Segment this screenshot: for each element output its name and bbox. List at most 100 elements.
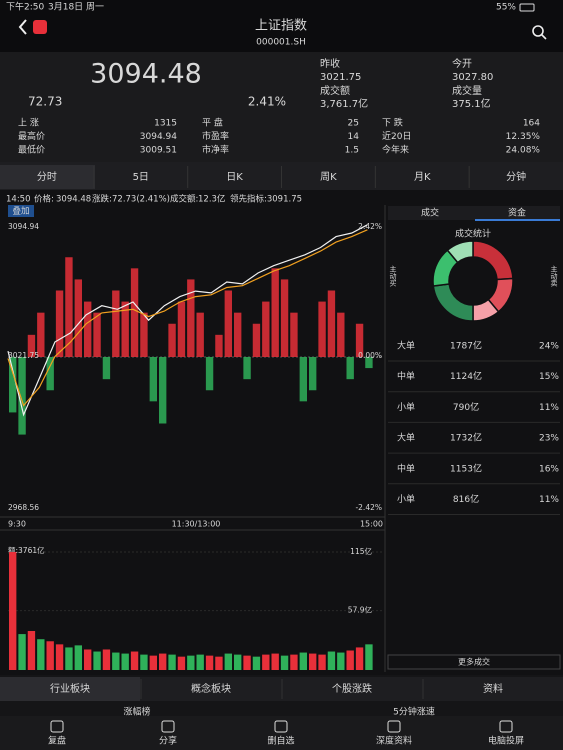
status-time: 下午2:50 <box>6 1 44 13</box>
side-tab[interactable]: 成交 <box>421 207 439 219</box>
active-bottom-tab[interactable] <box>0 677 140 701</box>
toolbar-icon[interactable] <box>499 720 513 733</box>
chart-area <box>0 190 563 675</box>
toolbar <box>0 716 563 750</box>
toolbar-icon[interactable] <box>50 720 64 733</box>
flow-bar <box>252 323 261 357</box>
status-date: 3月18日 周一 <box>48 2 104 13</box>
volume-bar <box>234 654 242 670</box>
flow-bar <box>318 301 326 357</box>
toolbar-icon[interactable] <box>387 720 401 733</box>
order-size: 中单 <box>397 370 415 382</box>
flow-bar <box>290 312 298 357</box>
toolbar-icon[interactable] <box>274 720 288 733</box>
bottom-tab[interactable]: 个股涨跌 <box>332 682 372 695</box>
period-tab[interactable]: 月K <box>414 171 431 183</box>
volume-bar <box>9 552 17 670</box>
flow-bar <box>299 357 307 402</box>
flow-bar <box>243 357 251 380</box>
period-tab[interactable]: 日K <box>226 172 243 183</box>
battery-icon <box>519 3 535 12</box>
stat-value: 3009.51 <box>140 146 177 156</box>
flow-bar <box>112 290 120 357</box>
field-value: 3021.75 <box>320 72 361 83</box>
period-tab[interactable]: 分钟 <box>506 170 526 183</box>
period-tab[interactable]: 分时 <box>37 171 57 183</box>
toolbar-icon[interactable] <box>161 720 175 733</box>
flow-bar <box>355 323 364 357</box>
quote-panel <box>0 52 563 162</box>
bottom-tab[interactable]: 概念板块 <box>191 682 231 695</box>
volume-bar <box>65 647 73 670</box>
info-leading: 领先指标:3091.75 <box>230 194 302 205</box>
volume-bar <box>84 649 92 670</box>
active-tab[interactable] <box>0 165 95 189</box>
flow-bar <box>27 334 36 357</box>
flow-bar <box>168 323 176 357</box>
stat-label: 最低价 <box>18 144 45 156</box>
stat-value: 3094.94 <box>140 132 177 142</box>
stat-label: 市盈率 <box>202 130 229 142</box>
flow-bar <box>337 312 345 357</box>
side-tab[interactable]: 资金 <box>508 207 526 219</box>
volume-bar <box>130 651 139 670</box>
volume-bar <box>262 654 270 670</box>
bottom-tab[interactable]: 行业板块 <box>50 682 90 695</box>
flow-bar <box>309 357 317 391</box>
flow-bar <box>234 312 242 357</box>
order-amount: 1124亿 <box>450 370 482 382</box>
toolbar-label[interactable]: 电脑投屏 <box>488 735 524 747</box>
app-icon <box>33 20 47 34</box>
flow-bar <box>177 301 186 357</box>
status-battery: 55% <box>496 3 516 13</box>
time-label: 11:30/13:00 <box>172 520 221 529</box>
stat-value: 24.08% <box>506 146 541 156</box>
order-amount: 790亿 <box>453 401 479 413</box>
order-size: 大单 <box>397 340 415 352</box>
order-size: 中单 <box>397 462 415 474</box>
toolbar-label[interactable]: 深度资料 <box>376 735 412 747</box>
info-price-label: 价格: <box>34 194 54 205</box>
info-change-label: 涨跌: <box>92 194 112 205</box>
order-amount: 1787亿 <box>450 340 482 352</box>
period-tab[interactable]: 周K <box>320 171 337 183</box>
flow-bar <box>365 357 373 369</box>
flow-bar <box>196 312 204 357</box>
flow-bar <box>37 312 45 357</box>
stat-value: 12.35% <box>506 132 541 142</box>
stat-label: 最高价 <box>18 130 45 142</box>
time-label: 9:30 <box>8 520 26 529</box>
axis-bottom: 2968.56 <box>8 503 39 512</box>
flow-bar <box>102 357 111 380</box>
more-trades[interactable]: 更多成交 <box>458 657 490 667</box>
sub-header: 涨幅榜 <box>123 706 150 718</box>
order-pct: 16% <box>539 464 559 474</box>
bottom-tab[interactable]: 资料 <box>483 682 503 695</box>
search-icon[interactable] <box>532 25 544 37</box>
order-size: 小单 <box>397 493 415 505</box>
stat-label: 下 跌 <box>382 118 403 129</box>
toolbar-label[interactable]: 复盘 <box>48 735 66 747</box>
volume-bar <box>112 652 120 670</box>
sub-header: 5分钟涨速 <box>393 706 435 718</box>
order-pct: 11% <box>539 495 559 505</box>
toolbar-label[interactable]: 删自选 <box>267 735 294 747</box>
back-icon[interactable] <box>18 19 27 35</box>
volume-bar <box>93 651 101 670</box>
axis-top: 3094.94 <box>8 222 39 231</box>
overlay-label[interactable]: 叠加 <box>12 206 29 217</box>
price-change-pct: 2.41% <box>248 95 286 109</box>
price-line <box>7 224 368 417</box>
order-amount: 1732亿 <box>450 432 482 444</box>
field-label: 成交量 <box>452 84 482 97</box>
info-amount-label: 成交额: <box>170 194 198 205</box>
order-amount: 1153亿 <box>450 462 482 474</box>
search-icon[interactable] <box>541 34 547 40</box>
overlay-button[interactable] <box>8 205 34 217</box>
flow-bar <box>93 312 101 357</box>
stat-value: 1315 <box>154 119 177 129</box>
toolbar-label[interactable]: 分享 <box>159 735 177 747</box>
more-button[interactable] <box>387 654 561 670</box>
period-tab[interactable]: 5日 <box>133 172 149 183</box>
